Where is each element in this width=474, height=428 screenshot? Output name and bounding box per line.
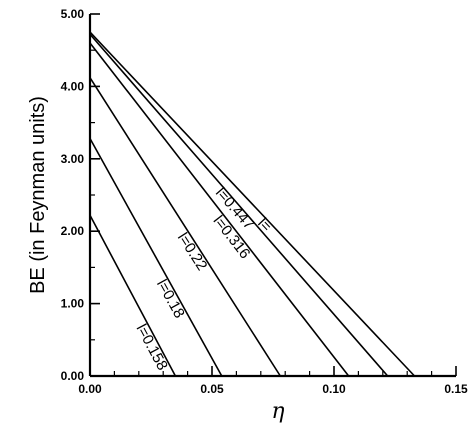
series-line xyxy=(89,77,281,377)
y-tick-label: 2.00 xyxy=(61,224,85,238)
series-line xyxy=(89,214,177,377)
series-label: l=0.158 xyxy=(133,321,171,373)
y-tick-label: 3.00 xyxy=(61,152,85,166)
y-tick-label: 1.00 xyxy=(61,297,85,311)
x-tick-label: 0.15 xyxy=(444,382,468,396)
x-tick-label: 0.00 xyxy=(78,382,102,396)
axes-layer xyxy=(88,14,456,378)
series-label: l=0.22 xyxy=(174,230,211,274)
series-layer xyxy=(89,31,416,377)
x-tick-label: 0.10 xyxy=(322,382,346,396)
y-axis-label: BE (in Feynman units) xyxy=(27,96,49,294)
y-tick-label: 5.00 xyxy=(61,7,85,21)
ticks-layer: 0.00 1.00 2.00 3.00 4.00 5.00 0.00 0.05 0.10 0.15 xyxy=(61,7,468,396)
series-line xyxy=(89,138,223,377)
series-line xyxy=(89,42,350,377)
series-label: l=0.18 xyxy=(153,277,188,321)
labels-layer: η BE (in Feynman units) xyxy=(27,96,285,424)
series-label: l= xyxy=(254,215,275,236)
x-axis-label: η xyxy=(271,399,284,424)
series-line xyxy=(89,33,389,377)
y-tick-label: 0.00 xyxy=(61,369,85,383)
series-line xyxy=(89,31,416,377)
y-tick-label: 4.00 xyxy=(61,79,85,93)
x-tick-label: 0.05 xyxy=(200,382,224,396)
